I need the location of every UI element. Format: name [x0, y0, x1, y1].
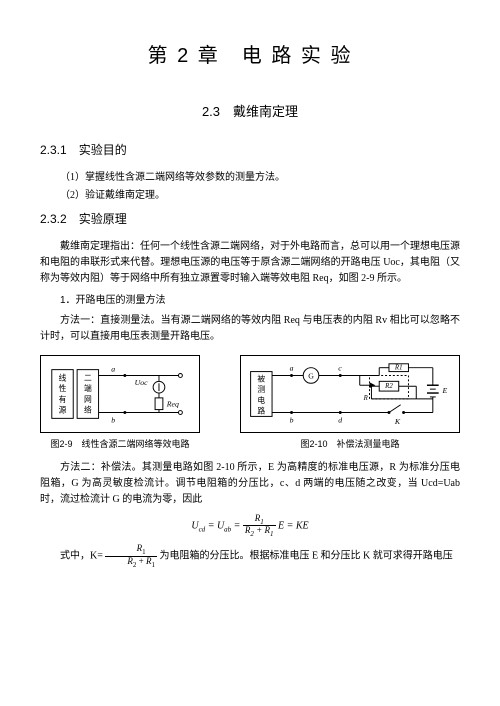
- objective-2: （2）验证戴维南定理。: [40, 188, 460, 204]
- figure-2-10: 被 测 电 路 a b G c R1 R R2: [240, 355, 460, 433]
- svg-text:电: 电: [257, 395, 265, 405]
- svg-text:G: G: [308, 372, 314, 381]
- method2-text: 方法二：补偿法。其测量电路如图 2-10 所示，E 为高精度的标准电压源，R 为…: [40, 460, 460, 508]
- svg-text:二: 二: [84, 374, 92, 383]
- figures-row: 线 性 有 源 二 端 网 络 a b Uoc Req: [40, 355, 460, 433]
- svg-text:Req: Req: [166, 400, 179, 409]
- svg-text:网: 网: [84, 395, 92, 404]
- formula-main: Ucd = Uab = R1 R2 + R1 E = KE: [40, 514, 460, 539]
- svg-text:b: b: [111, 415, 115, 424]
- svg-text:R: R: [363, 395, 369, 402]
- svg-text:E: E: [442, 386, 448, 395]
- svg-text:被: 被: [257, 374, 265, 384]
- svg-text:R1: R1: [394, 365, 403, 372]
- svg-text:d: d: [338, 415, 342, 424]
- svg-text:测: 测: [257, 385, 265, 394]
- sub2-num: 2.3.2: [40, 212, 67, 226]
- sub2-title: 实验原理: [79, 212, 127, 226]
- svg-text:性: 性: [59, 383, 67, 393]
- svg-text:K: K: [394, 417, 401, 426]
- svg-text:端: 端: [84, 383, 92, 393]
- tail-1: 式中，K=: [60, 551, 103, 562]
- principle-text: 戴维南定理指出：任何一个线性含源二端网络，对于外电路而言，总可以用一个理想电压源…: [40, 239, 460, 287]
- svg-text:络: 络: [84, 405, 92, 415]
- svg-text:线: 线: [59, 373, 67, 383]
- svg-text:c: c: [338, 364, 342, 373]
- tail-text: 式中，K= R1 R2 + R1 为电阻箱的分压比。根据标准电压 E 和分压比 …: [40, 544, 460, 569]
- svg-text:a: a: [111, 365, 115, 374]
- svg-text:源: 源: [59, 406, 67, 415]
- method-heading: 1．开路电压的测量方法: [40, 293, 460, 309]
- svg-text:Uoc: Uoc: [135, 378, 149, 387]
- method1-text: 方法一：直接测量法。当有源二端网络的等效内阻 Req 与电压表的内阻 Rv 相比…: [40, 313, 460, 345]
- svg-text:a: a: [290, 364, 294, 373]
- tail-2: 为电阻箱的分压比。根据标准电压 E 和分压比 K 就可求得开路电压: [159, 551, 452, 562]
- svg-text:R2: R2: [384, 383, 393, 390]
- subsection-1: 2.3.1 实验目的: [40, 141, 460, 160]
- subsection-2: 2.3.2 实验原理: [40, 210, 460, 229]
- figure-captions: 图2-9 线性含源二端网络等效电路 图2-10 补偿法测量电路: [40, 437, 460, 451]
- fig-2-9-caption: 图2-9 线性含源二端网络等效电路: [40, 437, 200, 451]
- svg-text:b: b: [290, 415, 294, 424]
- chapter-title: 第 2 章 电 路 实 验: [40, 40, 460, 72]
- figure-2-9: 线 性 有 源 二 端 网 络 a b Uoc Req: [40, 355, 200, 433]
- objective-1: （1）掌握线性含源二端网络等效参数的测量方法。: [40, 170, 460, 186]
- sub1-title: 实验目的: [79, 143, 127, 157]
- svg-text:路: 路: [257, 406, 265, 416]
- fig-2-10-caption: 图2-10 补偿法测量电路: [240, 437, 460, 451]
- svg-text:有: 有: [59, 394, 67, 404]
- sub1-num: 2.3.1: [40, 143, 67, 157]
- section-title: 2.3 戴维南定理: [40, 102, 460, 123]
